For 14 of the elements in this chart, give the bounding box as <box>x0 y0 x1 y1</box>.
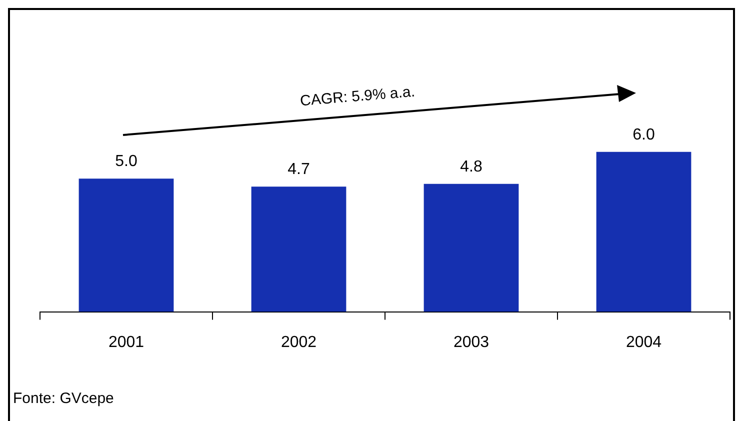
bar <box>251 186 346 312</box>
data-label: 4.8 <box>460 158 482 176</box>
x-tick-label: 2001 <box>108 334 144 351</box>
data-label: 6.0 <box>632 126 655 144</box>
x-tick-label: 2002 <box>280 334 317 351</box>
source-note: Fonte: GVcepe <box>13 390 114 407</box>
data-label: 4.7 <box>288 160 310 178</box>
data-label: 5.0 <box>115 152 138 170</box>
bar <box>596 152 692 312</box>
x-tick-label: 2003 <box>453 334 490 351</box>
text: CAGR: 5.9% a.a. <box>299 83 416 110</box>
x-tick-label: 2004 <box>626 334 662 351</box>
bar <box>78 178 174 312</box>
bar <box>424 184 519 312</box>
